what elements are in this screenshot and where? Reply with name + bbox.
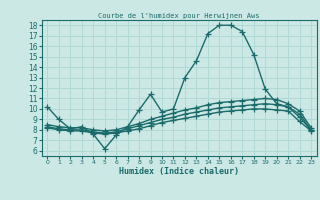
X-axis label: Humidex (Indice chaleur): Humidex (Indice chaleur) <box>119 167 239 176</box>
Text: Courbe de l'humidex pour Herwijnen Aws: Courbe de l'humidex pour Herwijnen Aws <box>99 13 260 19</box>
